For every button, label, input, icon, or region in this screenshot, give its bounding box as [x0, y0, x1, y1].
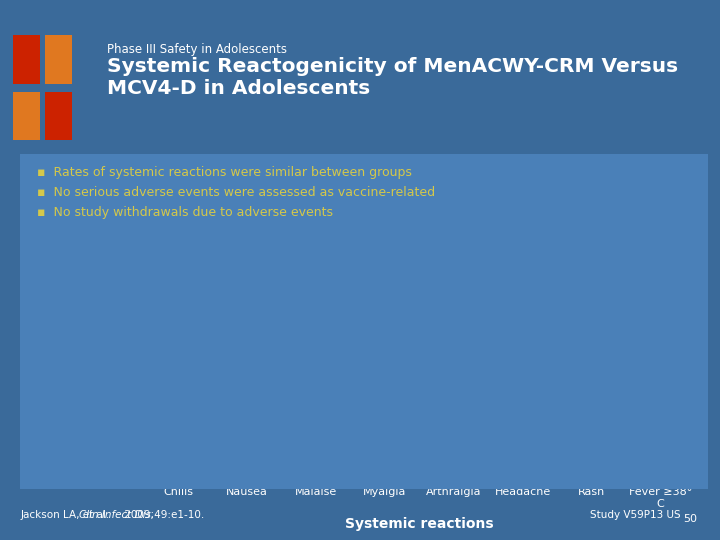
Bar — [499, 406, 522, 408]
Text: 2009;49:e1-10.: 2009;49:e1-10. — [121, 510, 204, 521]
Text: Jackson LA, et al.: Jackson LA, et al. — [20, 510, 112, 521]
Bar — [317, 450, 340, 482]
Bar — [223, 450, 246, 482]
Text: ▪  No study withdrawals due to adverse events: ▪ No study withdrawals due to adverse ev… — [37, 206, 333, 219]
Text: Systemic Reactogenicity of MenACWY-CRM Versus
MCV4-D in Adolescents: Systemic Reactogenicity of MenACWY-CRM V… — [107, 57, 678, 98]
Bar — [662, 478, 684, 482]
Bar — [223, 448, 246, 450]
Bar — [636, 478, 660, 482]
Bar — [455, 466, 477, 482]
Bar — [636, 476, 660, 478]
Bar — [386, 435, 409, 482]
Bar — [568, 472, 590, 482]
Bar — [662, 476, 684, 478]
Bar — [499, 408, 522, 482]
Text: ▪  Rates of systemic reactions were similar between groups: ▪ Rates of systemic reactions were simil… — [37, 166, 413, 179]
Text: ▪  No serious adverse events were assessed as vaccine-related: ▪ No serious adverse events were assesse… — [37, 186, 436, 199]
Text: Phase III Safety in Adolescents: Phase III Safety in Adolescents — [107, 43, 287, 56]
Bar — [317, 448, 340, 450]
Text: 50: 50 — [683, 514, 697, 524]
Legend: Severe, Severe: Severe, Severe — [562, 228, 619, 255]
Bar — [361, 432, 384, 482]
Bar — [430, 461, 453, 482]
Bar — [523, 414, 546, 482]
Bar — [155, 461, 177, 482]
Text: Subjects
with reaction
(%): Subjects with reaction (%) — [21, 329, 98, 372]
Text: Study V59P13 US: Study V59P13 US — [590, 510, 681, 521]
Text: Clin Infect Dis.: Clin Infect Dis. — [79, 510, 154, 521]
Bar — [248, 458, 271, 482]
Bar — [292, 450, 315, 453]
Bar — [292, 453, 315, 482]
X-axis label: Systemic reactions: Systemic reactions — [345, 517, 494, 531]
Bar — [179, 463, 202, 482]
Bar — [593, 472, 616, 482]
Bar — [361, 429, 384, 432]
